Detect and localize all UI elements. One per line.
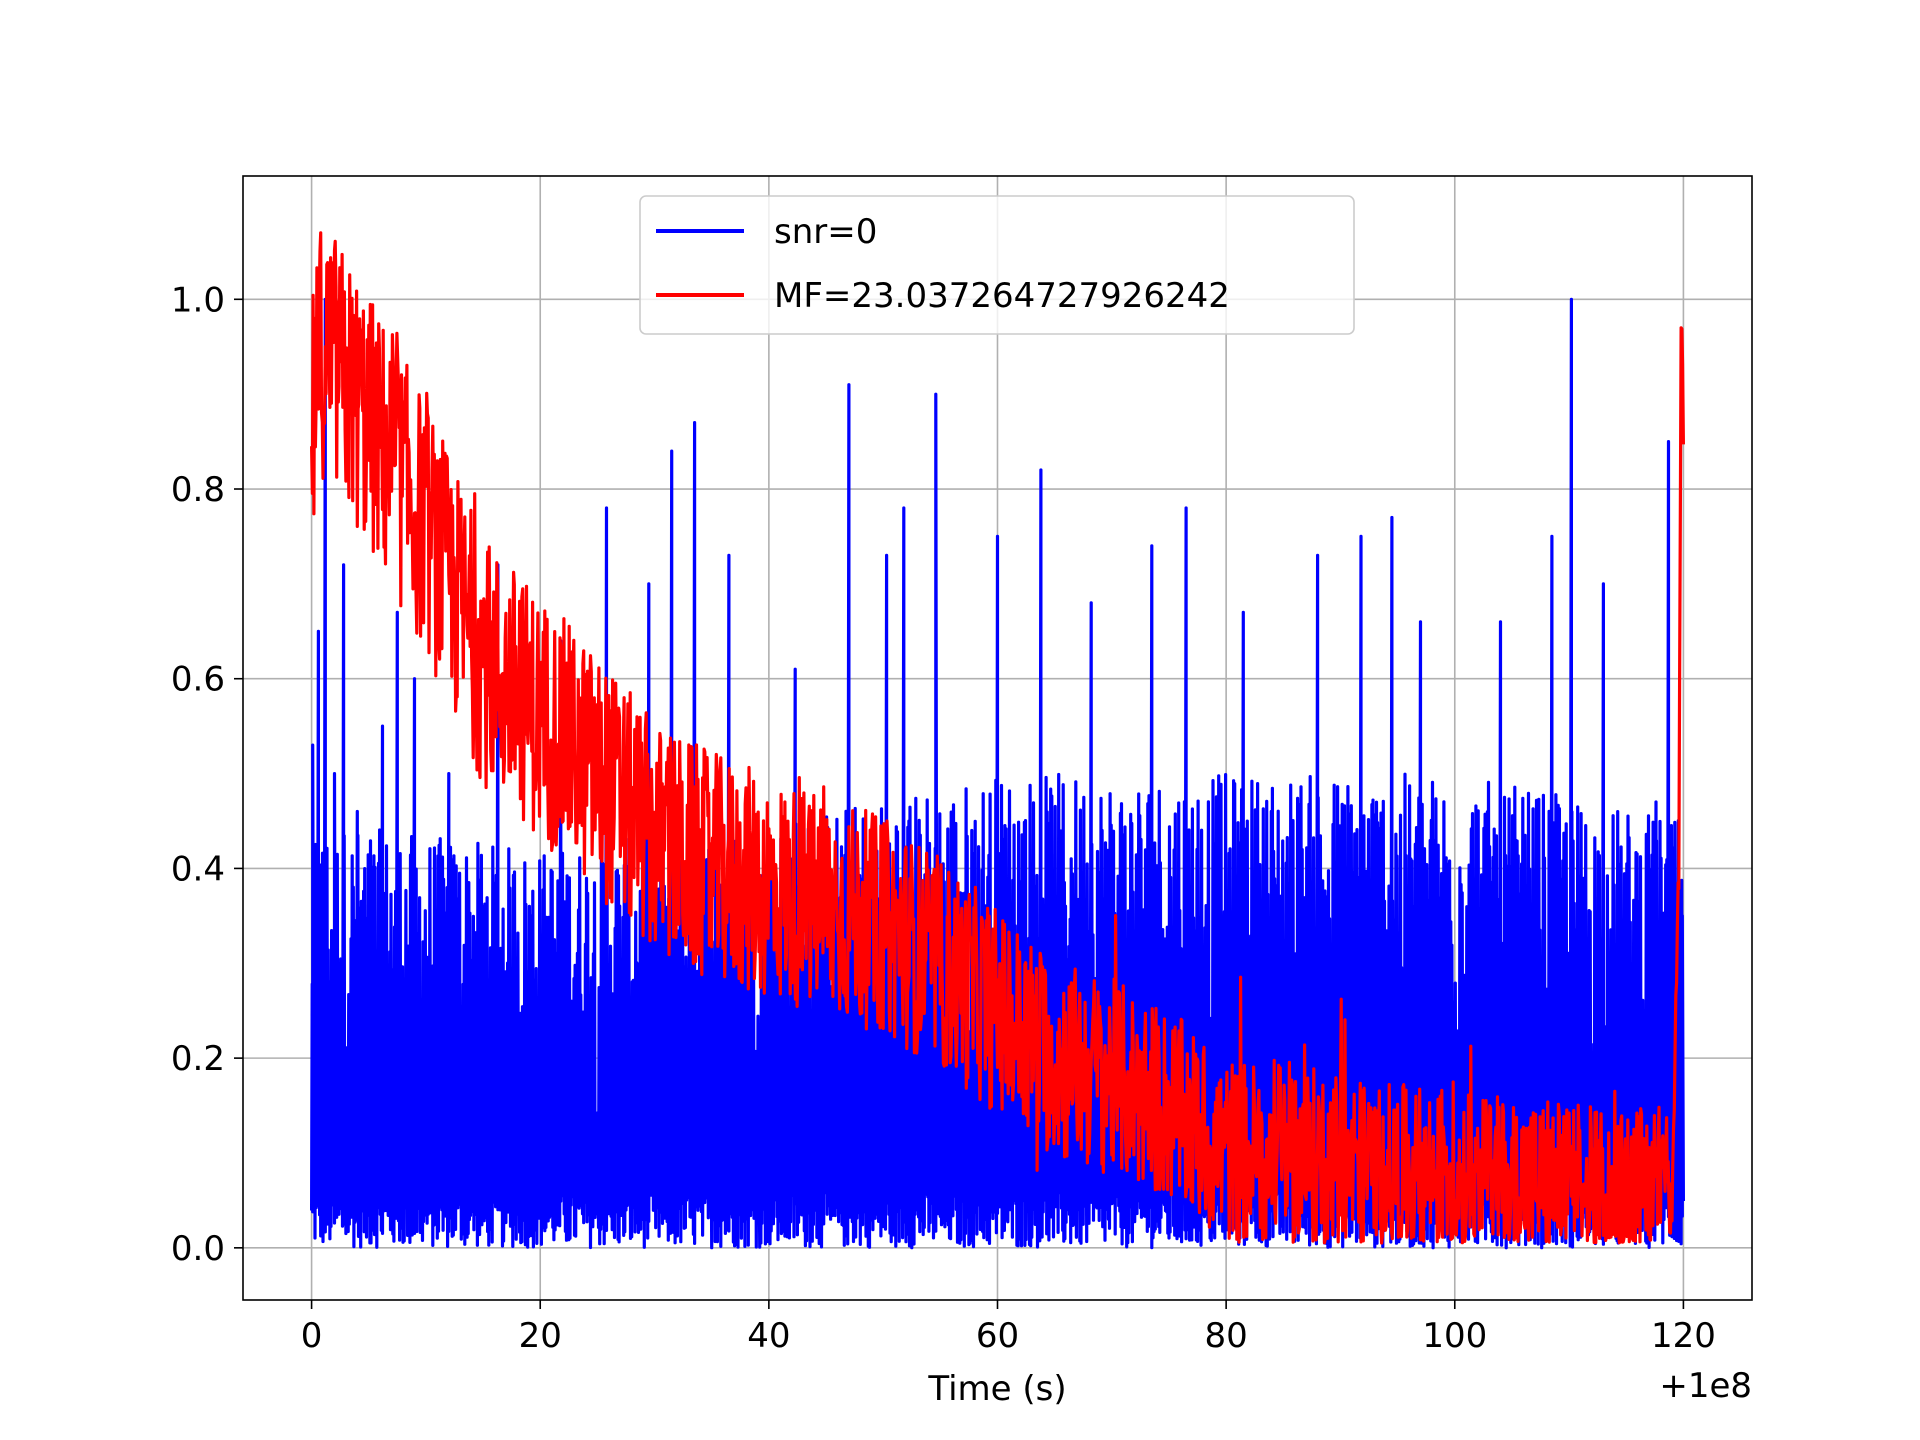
x-tick-label: 120 bbox=[1651, 1316, 1716, 1356]
x-axis-label: Time (s) bbox=[927, 1369, 1066, 1409]
x-axis-offset-label: +1e8 bbox=[1659, 1366, 1752, 1406]
x-tick-label: 100 bbox=[1422, 1316, 1487, 1356]
plot-area bbox=[310, 231, 1685, 1250]
x-tick-label: 60 bbox=[976, 1316, 1019, 1356]
legend-label-mf: MF=23.037264727926242 bbox=[774, 276, 1230, 316]
y-tick-label: 0.4 bbox=[171, 849, 225, 889]
y-tick-label: 0.2 bbox=[171, 1039, 225, 1079]
y-tick-label: 0.8 bbox=[171, 470, 225, 510]
x-tick-label: 40 bbox=[747, 1316, 790, 1356]
legend: snr=0 MF=23.037264727926242 bbox=[639, 195, 1355, 335]
x-tick-label: 80 bbox=[1205, 1316, 1248, 1356]
y-tick-label: 0.0 bbox=[171, 1229, 225, 1269]
series-line-mf bbox=[310, 231, 1685, 1245]
x-axis: 0 20 40 60 80 100 120 bbox=[301, 1300, 1716, 1356]
x-tick-label: 20 bbox=[519, 1316, 562, 1356]
legend-label-snr: snr=0 bbox=[774, 212, 877, 252]
y-tick-label: 1.0 bbox=[171, 280, 225, 320]
y-tick-label: 0.6 bbox=[171, 660, 225, 700]
x-tick-label: 0 bbox=[301, 1316, 323, 1356]
y-axis: 0.0 0.2 0.4 0.6 0.8 1.0 bbox=[171, 280, 243, 1269]
legend-box bbox=[639, 195, 1355, 335]
